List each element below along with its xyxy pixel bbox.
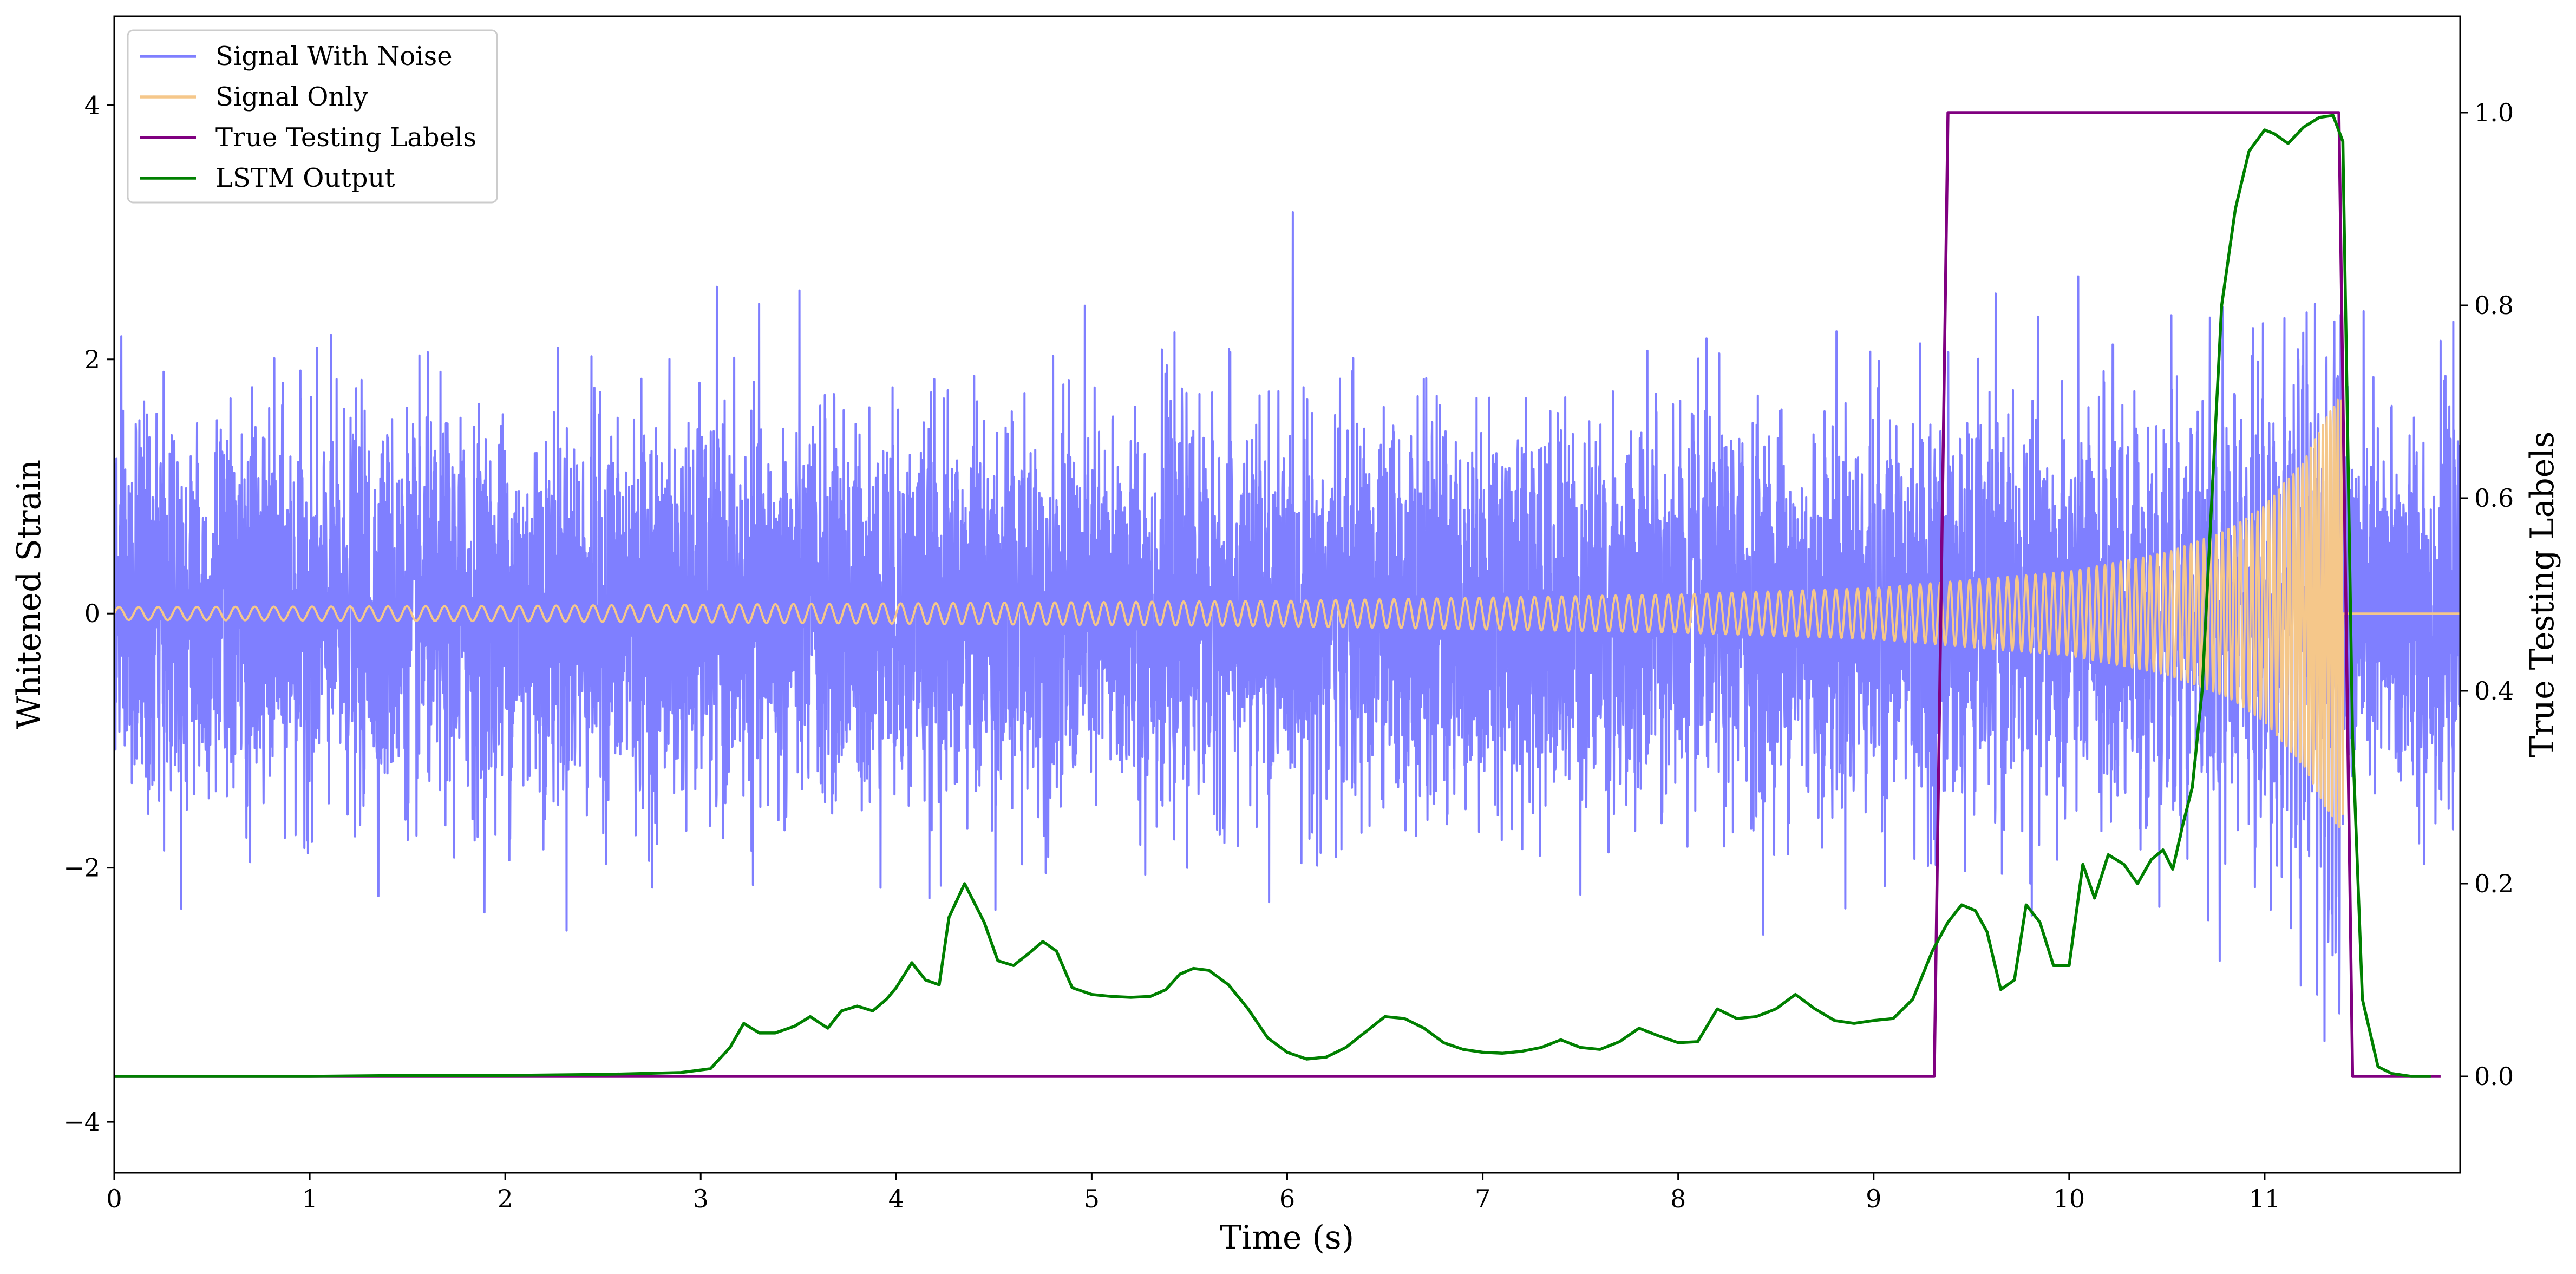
x-tick-label: 0 [106,1184,122,1213]
x-tick-label: 4 [888,1184,904,1213]
legend-label: Signal With Noise [215,41,453,71]
y2-axis-label: True Testing Labels [2523,432,2561,758]
legend-box [127,29,498,204]
x-tick-label: 8 [1670,1184,1686,1213]
x-axis: 0 1 2 3 4 5 6 7 8 9 10 11 [106,1173,2280,1213]
x-tick-label: 3 [693,1184,709,1213]
signal-only-line [114,398,2460,828]
y-tick-label: 0 [84,599,100,628]
y2-tick-label: 0.2 [2474,869,2514,898]
y2-tick-label: 0.4 [2474,676,2514,705]
x-tick-label: 10 [2054,1184,2085,1213]
y-tick-label: −2 [63,853,100,883]
x-tick-label: 9 [1866,1184,1881,1213]
y2-tick-label: 0.0 [2474,1062,2514,1091]
x-tick-label: 7 [1475,1184,1490,1213]
legend-label: Signal Only [215,82,368,112]
true-testing-labels-line [114,111,2441,1078]
y2-tick-label: 1.0 [2474,98,2514,127]
legend-label: LSTM Output [215,163,395,193]
legend-label: True Testing Labels [215,122,476,153]
x-tick-label: 11 [2249,1184,2281,1213]
plot-area [113,15,2461,1174]
y2-tick-label: 0.8 [2474,291,2514,320]
x-tick-label: 2 [498,1184,513,1213]
x-tick-label: 1 [302,1184,317,1213]
legend: Signal With Noise Signal Only True Testing… [127,29,498,204]
y-tick-label: 2 [84,345,100,374]
y-axis-left: −4 −2 0 2 4 [63,90,114,1136]
y-axis-label: Whitened Strain [10,460,48,729]
x-tick-label: 6 [1279,1184,1295,1213]
y-tick-label: 4 [84,90,100,120]
lstm-output-line [114,114,2431,1078]
x-axis-label: Time (s) [1220,1219,1354,1257]
x-tick-label: 5 [1084,1184,1100,1213]
y2-tick-label: 0.6 [2474,484,2514,513]
y-axis-right: 0.0 0.2 0.4 0.6 0.8 1.0 [2460,98,2514,1091]
y-tick-label: −4 [63,1107,100,1136]
